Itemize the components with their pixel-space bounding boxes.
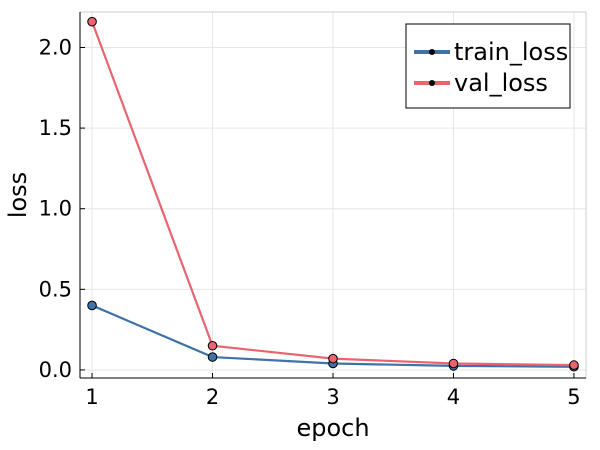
x-axis-title: epoch — [296, 414, 369, 442]
x-tick-label: 1 — [85, 385, 98, 409]
y-tick-label: 1.5 — [39, 116, 72, 140]
y-tick-label: 2.0 — [39, 35, 72, 59]
series-val_loss — [87, 16, 579, 370]
data-point — [207, 340, 218, 351]
data-point — [448, 358, 459, 369]
x-axis-ticks: 1 2 3 4 5 — [85, 373, 581, 409]
y-tick-label: 0.5 — [39, 277, 72, 301]
data-point — [87, 300, 97, 311]
legend: train_loss val_loss — [405, 23, 571, 109]
x-tick-label: 3 — [326, 385, 339, 409]
data-point — [569, 360, 579, 370]
y-tick-label: 0.0 — [39, 358, 72, 382]
x-tick-label: 4 — [447, 385, 460, 409]
x-tick-label: 2 — [206, 385, 219, 409]
data-point — [207, 352, 218, 362]
data-point — [87, 16, 97, 27]
y-axis-ticks: 0.0 0.5 1.0 1.5 2.0 — [39, 35, 85, 382]
y-tick-label: 1.0 — [39, 197, 72, 221]
legend-marker — [429, 49, 435, 55]
legend-label: train_loss — [454, 38, 568, 66]
legend-marker — [429, 80, 435, 86]
legend-box — [405, 23, 571, 109]
data-point — [328, 353, 338, 364]
series-layer — [87, 16, 579, 372]
y-axis-title: loss — [4, 172, 32, 218]
legend-label: val_loss — [454, 69, 548, 97]
x-tick-label: 5 — [567, 385, 580, 409]
